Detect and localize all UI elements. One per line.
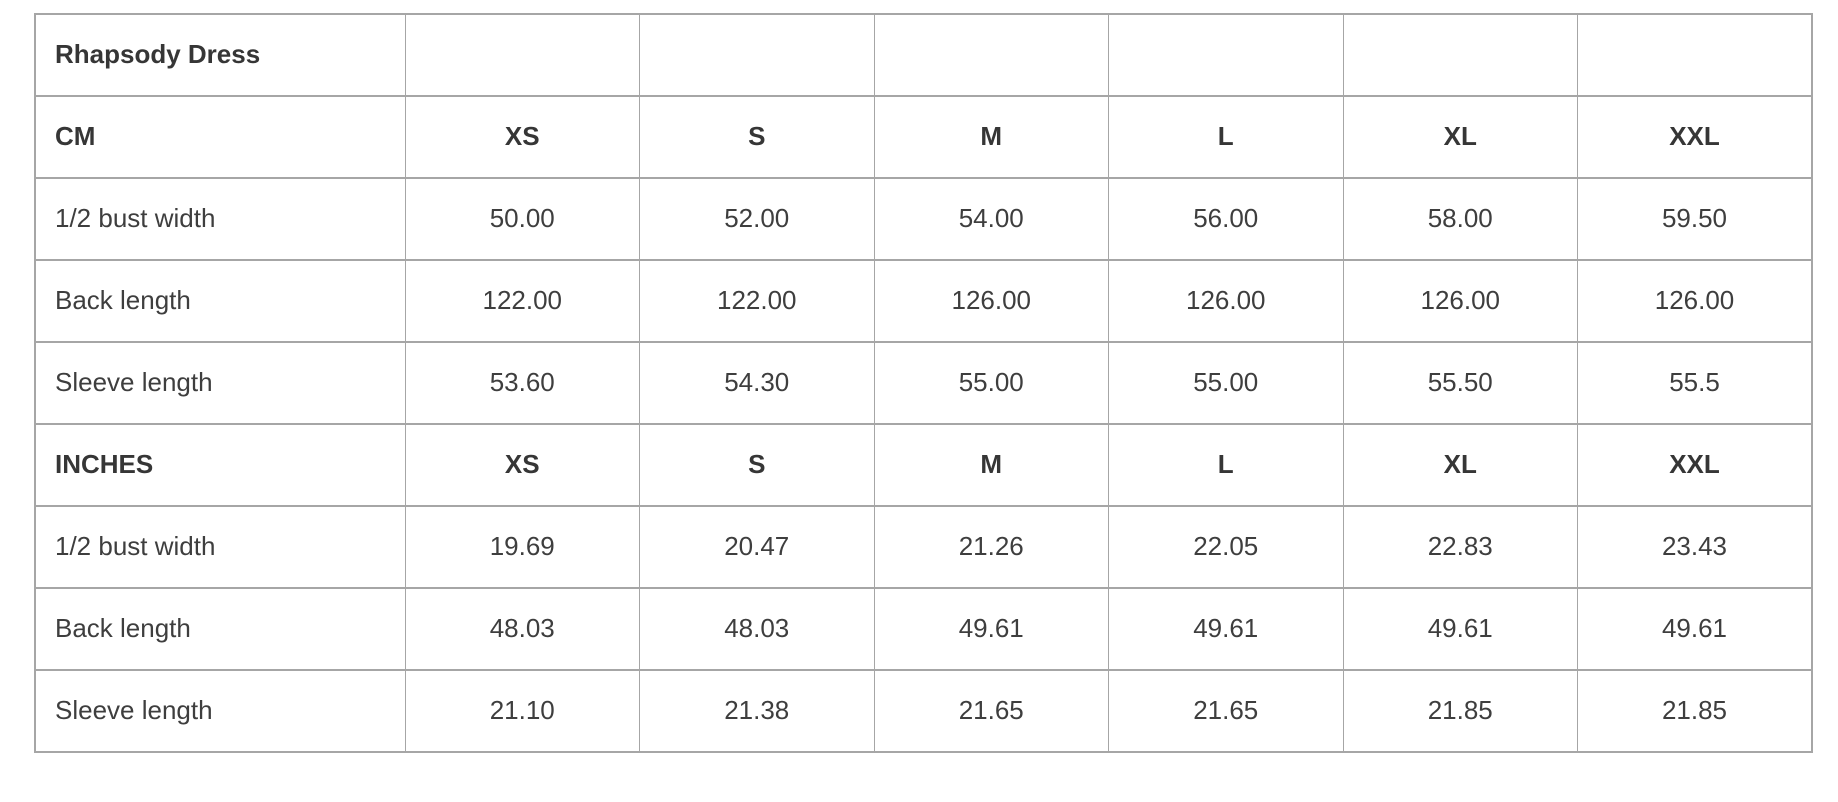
- measurement-label: Back length: [34, 259, 406, 343]
- size-header: M: [873, 423, 1109, 507]
- size-header: XXL: [1577, 423, 1813, 507]
- measurement-label: Sleeve length: [34, 669, 406, 753]
- measurement-value: 21.38: [639, 669, 875, 753]
- measurement-value: 126.00: [1108, 259, 1344, 343]
- measurement-value: 56.00: [1108, 177, 1344, 261]
- size-header: M: [873, 95, 1109, 179]
- table-row-unit-header: CM XS S M L XL XXL: [34, 95, 1813, 179]
- unit-label: INCHES: [34, 423, 406, 507]
- table-row: Sleeve length 53.60 54.30 55.00 55.00 55.50 55…: [34, 341, 1813, 425]
- size-header: XS: [404, 95, 640, 179]
- measurement-label: 1/2 bust width: [34, 505, 406, 589]
- size-chart-table: Rhapsody Dress CM XS S M L XL XXL 1/2 bust width…: [34, 13, 1813, 753]
- size-chart-body: Rhapsody Dress CM XS S M L XL XXL 1/2 bust width…: [34, 13, 1813, 753]
- measurement-value: 21.85: [1577, 669, 1813, 753]
- empty-cell: [1577, 13, 1813, 97]
- empty-cell: [404, 13, 640, 97]
- measurement-value: 22.83: [1342, 505, 1578, 589]
- measurement-value: 23.43: [1577, 505, 1813, 589]
- table-row: Sleeve length 21.10 21.38 21.65 21.65 21.85 21…: [34, 669, 1813, 753]
- measurement-value: 49.61: [1577, 587, 1813, 671]
- size-header: XL: [1342, 95, 1578, 179]
- measurement-value: 21.26: [873, 505, 1109, 589]
- size-header: XS: [404, 423, 640, 507]
- table-row-title: Rhapsody Dress: [34, 13, 1813, 97]
- measurement-value: 126.00: [873, 259, 1109, 343]
- size-header: S: [639, 95, 875, 179]
- measurement-value: 54.00: [873, 177, 1109, 261]
- measurement-value: 22.05: [1108, 505, 1344, 589]
- measurement-value: 59.50: [1577, 177, 1813, 261]
- measurement-value: 55.00: [1108, 341, 1344, 425]
- table-row: Back length 48.03 48.03 49.61 49.61 49.61 49.6…: [34, 587, 1813, 671]
- measurement-value: 122.00: [639, 259, 875, 343]
- size-header: XXL: [1577, 95, 1813, 179]
- measurement-value: 53.60: [404, 341, 640, 425]
- size-header: XL: [1342, 423, 1578, 507]
- table-row: Back length 122.00 122.00 126.00 126.00 126.0…: [34, 259, 1813, 343]
- empty-cell: [639, 13, 875, 97]
- measurement-value: 58.00: [1342, 177, 1578, 261]
- measurement-value: 55.5: [1577, 341, 1813, 425]
- measurement-value: 21.65: [873, 669, 1109, 753]
- empty-cell: [873, 13, 1109, 97]
- measurement-value: 49.61: [873, 587, 1109, 671]
- measurement-value: 19.69: [404, 505, 640, 589]
- size-chart-title: Rhapsody Dress: [34, 13, 406, 97]
- measurement-value: 55.50: [1342, 341, 1578, 425]
- measurement-value: 21.85: [1342, 669, 1578, 753]
- empty-cell: [1108, 13, 1344, 97]
- measurement-value: 49.61: [1108, 587, 1344, 671]
- empty-cell: [1342, 13, 1578, 97]
- measurement-label: Sleeve length: [34, 341, 406, 425]
- measurement-value: 126.00: [1577, 259, 1813, 343]
- size-header: S: [639, 423, 875, 507]
- table-row: 1/2 bust width 19.69 20.47 21.26 22.05 22.83 2…: [34, 505, 1813, 589]
- size-header: L: [1108, 423, 1344, 507]
- measurement-value: 48.03: [639, 587, 875, 671]
- measurement-label: Back length: [34, 587, 406, 671]
- measurement-value: 49.61: [1342, 587, 1578, 671]
- measurement-value: 50.00: [404, 177, 640, 261]
- measurement-value: 20.47: [639, 505, 875, 589]
- measurement-value: 126.00: [1342, 259, 1578, 343]
- measurement-label: 1/2 bust width: [34, 177, 406, 261]
- measurement-value: 21.65: [1108, 669, 1344, 753]
- table-row: 1/2 bust width 50.00 52.00 54.00 56.00 58.00 5…: [34, 177, 1813, 261]
- measurement-value: 21.10: [404, 669, 640, 753]
- table-row-unit-header: INCHES XS S M L XL XXL: [34, 423, 1813, 507]
- measurement-value: 52.00: [639, 177, 875, 261]
- measurement-value: 55.00: [873, 341, 1109, 425]
- measurement-value: 122.00: [404, 259, 640, 343]
- measurement-value: 48.03: [404, 587, 640, 671]
- measurement-value: 54.30: [639, 341, 875, 425]
- size-header: L: [1108, 95, 1344, 179]
- unit-label: CM: [34, 95, 406, 179]
